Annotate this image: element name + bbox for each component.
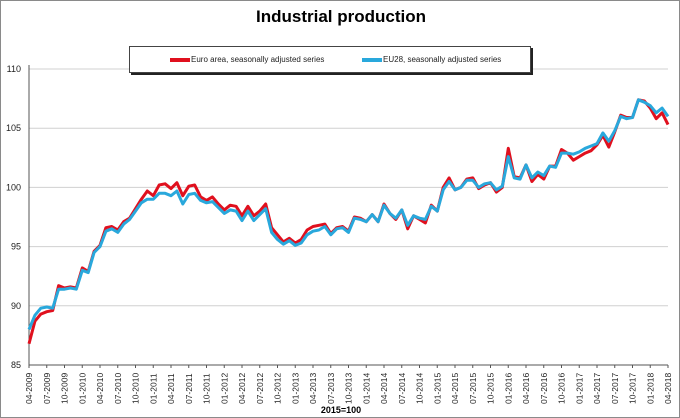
x-tick-label: 07-2014 [397,373,407,404]
x-tick-label: 07-2011 [184,373,194,404]
x-tick-label: 01-2017 [574,373,584,404]
x-tick-label: 04-2015 [450,373,460,404]
x-tick-label: 10-2015 [486,373,496,404]
x-tick-label: 04-2014 [379,373,389,404]
x-tick-label: 07-2010 [113,373,123,404]
x-tick-label: 04-2012 [237,373,247,404]
legend: Euro area, seasonally adjusted series EU… [129,46,531,73]
legend-label-eu28: EU28, seasonally adjusted series [383,55,502,64]
x-tick-label: 07-2013 [326,373,336,404]
x-tick-label: 07-2009 [42,373,52,404]
x-tick-label: 10-2013 [344,373,354,404]
x-tick-label: 07-2016 [539,373,549,404]
legend-item-euro-area: Euro area, seasonally adjusted series [170,55,324,64]
chart-title: Industrial production [256,7,426,26]
x-tick-label: 10-2017 [628,373,638,404]
legend-swatch-eu28 [362,57,382,62]
x-tick-label: 07-2017 [610,373,620,404]
y-tick-label: 110 [7,64,21,74]
x-tick-label: 10-2009 [60,373,70,404]
x-tick-label: 04-2009 [24,373,34,404]
x-tick-label: 01-2012 [219,373,229,404]
y-tick-label: 105 [6,123,21,133]
x-tick-label: 01-2016 [503,373,513,404]
x-tick-label: 04-2018 [663,373,673,404]
x-tick-label: 07-2012 [255,373,265,404]
x-tick-label: 01-2018 [645,373,655,404]
x-axis-label: 2015=100 [320,405,362,415]
y-tick-label: 95 [11,242,21,252]
x-tick-label: 01-2011 [148,373,158,404]
x-tick-label: 04-2010 [95,373,105,404]
series-line-eu28 [27,98,670,331]
x-tick-label: 04-2017 [592,373,602,404]
x-tick-label: 01-2010 [77,373,87,404]
legend-label-euro-area: Euro area, seasonally adjusted series [191,55,325,64]
y-tick-label: 100 [6,182,21,192]
x-tick-label: 10-2016 [557,373,567,404]
x-tick-label: 04-2011 [166,373,176,404]
x-tick-label: 01-2014 [361,373,371,404]
y-tick-label: 85 [11,360,21,370]
x-tick-label: 04-2016 [521,373,531,404]
x-tick-label: 10-2011 [202,373,212,404]
x-tick-label: 07-2015 [468,373,478,404]
x-tick-label: 10-2012 [273,373,283,404]
legend-item-eu28: EU28, seasonally adjusted series [362,55,501,64]
legend-swatch-euro-area [170,57,190,62]
x-tick-label: 01-2013 [290,373,300,404]
x-tick-label: 04-2013 [308,373,318,404]
x-tick-label: 10-2010 [131,373,141,404]
y-tick-label: 90 [11,301,21,311]
x-tick-label: 01-2015 [432,373,442,404]
x-tick-label: 10-2014 [415,373,425,404]
